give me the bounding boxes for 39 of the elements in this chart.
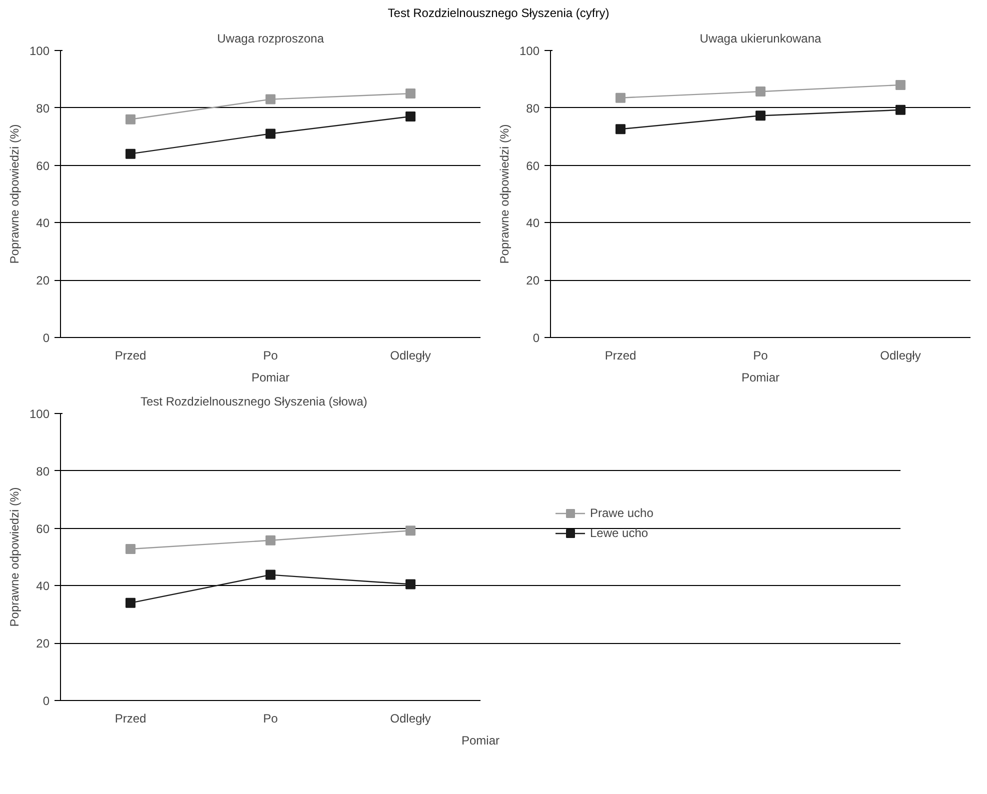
- chart-title: Uwaga rozproszona: [217, 32, 324, 46]
- chart-title: Test Rozdzielnousznego Słyszenia (słowa): [140, 394, 368, 408]
- y-tick-label: 80: [36, 101, 50, 116]
- x-axis-title: Pomiar: [741, 370, 780, 384]
- y-axis-title: Poprawne odpowiedzi (%): [497, 124, 512, 264]
- x-axis-title: Pomiar: [251, 370, 290, 384]
- x-tick-label: Odległy: [880, 348, 921, 362]
- y-tick-label: 0: [42, 331, 50, 345]
- y-tick-label: 80: [526, 101, 540, 116]
- y-tick-label: 60: [36, 522, 50, 536]
- y-tick-label: 0: [532, 331, 540, 345]
- y-tick-label: 20: [36, 636, 50, 651]
- y-tick-label: 20: [526, 274, 540, 288]
- legend-label: Prawe ucho: [590, 506, 654, 520]
- legend-label: Lewe ucho: [590, 526, 648, 540]
- chart-title: Uwaga ukierunkowana: [700, 32, 822, 46]
- y-tick-label: 60: [526, 158, 540, 173]
- x-axis-title: Pomiar: [461, 734, 500, 748]
- x-tick-label: Odległy: [390, 712, 431, 726]
- x-tick-label: Po: [753, 348, 768, 362]
- y-tick-label: 40: [36, 216, 50, 230]
- y-tick-label: 100: [29, 44, 50, 58]
- x-tick-label: Przed: [604, 348, 636, 362]
- x-tick-label: Przed: [114, 712, 146, 726]
- y-tick-label: 40: [526, 216, 540, 230]
- y-tick-label: 100: [29, 407, 50, 421]
- y-tick-label: 0: [42, 694, 50, 708]
- y-axis-title: Poprawne odpowiedzi (%): [7, 124, 22, 264]
- y-tick-label: 60: [36, 158, 50, 173]
- text: Test Rozdzielnousznego Słyszenia (cyfry): [388, 5, 610, 22]
- x-tick-label: Po: [263, 712, 278, 726]
- y-axis-title: Poprawne odpowiedzi (%): [7, 487, 22, 627]
- x-tick-label: Odległy: [390, 348, 431, 362]
- y-tick-label: 40: [36, 579, 50, 594]
- x-tick-label: Po: [263, 348, 278, 362]
- x-tick-label: Przed: [114, 348, 146, 362]
- y-tick-label: 20: [36, 274, 50, 288]
- y-tick-label: 80: [36, 464, 50, 478]
- y-tick-label: 100: [519, 44, 540, 58]
